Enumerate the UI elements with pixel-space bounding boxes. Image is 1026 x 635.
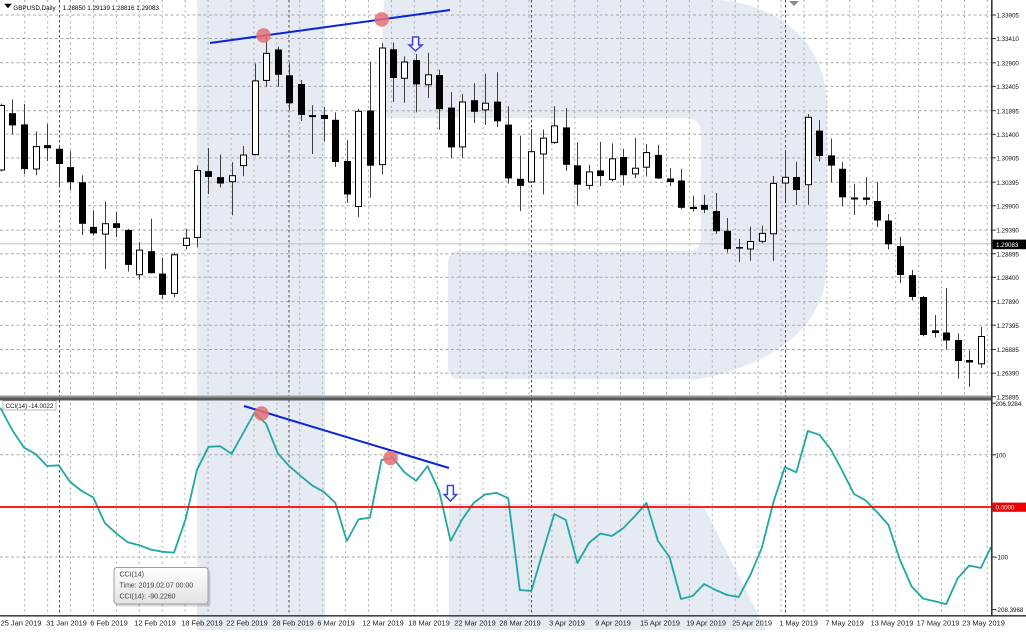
svg-text:GBPUSD,Daily: GBPUSD,Daily	[13, 5, 56, 12]
svg-text:22 Feb 2019: 22 Feb 2019	[226, 618, 268, 627]
svg-text:17 May 2019: 17 May 2019	[917, 618, 960, 627]
svg-text:0.0000: 0.0000	[996, 505, 1015, 512]
svg-text:1.29390: 1.29390	[997, 228, 1020, 235]
svg-text:25 Apr 2019: 25 Apr 2019	[732, 618, 772, 627]
svg-text:28 Feb 2019: 28 Feb 2019	[272, 618, 314, 627]
svg-text:1.32900: 1.32900	[997, 60, 1020, 67]
svg-text:22 Mar 2019: 22 Mar 2019	[454, 618, 496, 627]
svg-text:1.28400: 1.28400	[997, 275, 1020, 282]
svg-text:25 Jan 2019: 25 Jan 2019	[1, 618, 42, 627]
svg-text:15 Apr 2019: 15 Apr 2019	[640, 618, 680, 627]
svg-text:1.26885: 1.26885	[997, 347, 1020, 354]
svg-text:18 Feb 2019: 18 Feb 2019	[181, 618, 223, 627]
svg-text:1.31895: 1.31895	[997, 108, 1020, 115]
svg-text:19 Apr 2019: 19 Apr 2019	[686, 618, 726, 627]
svg-text:1.27890: 1.27890	[997, 299, 1020, 306]
svg-text:7 May 2019: 7 May 2019	[825, 618, 864, 627]
svg-text:1.33410: 1.33410	[997, 36, 1020, 43]
svg-text:6 Feb 2019: 6 Feb 2019	[90, 618, 127, 627]
svg-text:1.28895: 1.28895	[997, 251, 1020, 258]
svg-text:1.30905: 1.30905	[997, 156, 1020, 163]
svg-text:18 Mar 2019: 18 Mar 2019	[408, 618, 450, 627]
svg-text:1.31400: 1.31400	[997, 132, 1020, 139]
svg-text:23 May 2019: 23 May 2019	[962, 618, 1005, 627]
svg-text:CCI(14): -90.2260: CCI(14): -90.2260	[120, 594, 176, 601]
svg-text:1.32405: 1.32405	[997, 84, 1020, 91]
svg-text:206.9284: 206.9284	[996, 401, 1022, 408]
svg-text:CCI(14): CCI(14)	[120, 572, 145, 579]
svg-text:9 Apr 2019: 9 Apr 2019	[595, 618, 631, 627]
svg-text:12 Feb 2019: 12 Feb 2019	[134, 618, 176, 627]
svg-text:1.28850 1.29139 1.28816 1.2908: 1.28850 1.29139 1.28816 1.29083	[63, 5, 160, 12]
svg-text:Time: 2019.02.07 00:00: Time: 2019.02.07 00:00	[120, 583, 194, 590]
svg-text:1.29083: 1.29083	[996, 242, 1019, 249]
svg-text:6 Mar 2019: 6 Mar 2019	[317, 618, 354, 627]
svg-text:28 Mar 2019: 28 Mar 2019	[499, 618, 541, 627]
svg-text:12 Mar 2019: 12 Mar 2019	[362, 618, 404, 627]
svg-text:-100: -100	[996, 555, 1009, 562]
svg-text:1.25895: 1.25895	[997, 394, 1020, 401]
svg-text:1.33905: 1.33905	[997, 13, 1020, 20]
svg-text:13 May 2019: 13 May 2019	[871, 618, 914, 627]
svg-text:1.29900: 1.29900	[997, 203, 1020, 210]
svg-text:100: 100	[996, 452, 1007, 459]
svg-text:1.26390: 1.26390	[997, 371, 1020, 378]
svg-text:3 Apr 2019: 3 Apr 2019	[549, 618, 585, 627]
svg-text:1.30395: 1.30395	[997, 180, 1020, 187]
svg-text:CCI(14) -14.0022: CCI(14) -14.0022	[6, 403, 54, 410]
svg-text:1 May 2019: 1 May 2019	[779, 618, 818, 627]
svg-text:31 Jan 2019: 31 Jan 2019	[46, 618, 87, 627]
svg-text:-208.3968: -208.3968	[996, 607, 1024, 614]
svg-text:1.27395: 1.27395	[997, 323, 1020, 330]
